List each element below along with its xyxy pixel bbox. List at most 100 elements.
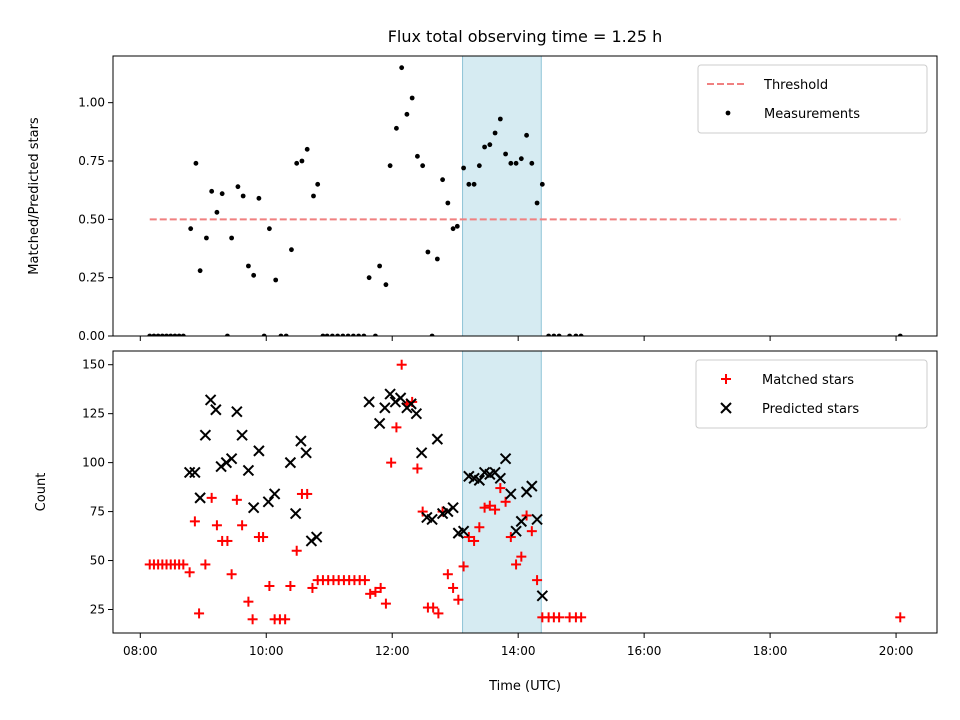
data-point: [291, 545, 302, 556]
data-point: [554, 612, 565, 623]
data-point: [210, 404, 222, 416]
data-point: [505, 488, 517, 500]
data-point: [417, 506, 428, 517]
marker-stroke: [405, 398, 417, 410]
data-point: [521, 510, 532, 521]
data-point: [363, 396, 375, 408]
data-point: [268, 488, 281, 500]
data-point: [320, 333, 326, 336]
data-point: [214, 209, 220, 215]
marker-stroke: [468, 472, 480, 484]
data-point: [240, 193, 246, 199]
data-point: [366, 275, 372, 281]
data-point: [155, 333, 161, 336]
marker-stroke: [231, 406, 243, 418]
marker-stroke: [268, 488, 281, 500]
legend: Matched stars Predicted stars: [695, 359, 928, 429]
marker-stroke: [183, 466, 196, 479]
bottom-panel: 08:00 10:00 12:00 14:00 16:00 18:00 20:00 25 50 7…: [34, 350, 938, 658]
legend-box: [697, 64, 928, 134]
data-point: [494, 472, 507, 484]
data-point: [189, 466, 201, 479]
data-point: [532, 575, 543, 586]
marker-stroke: [426, 513, 438, 526]
data-point: [147, 333, 153, 336]
data-point: [576, 612, 587, 623]
data-point: [184, 567, 195, 578]
series-measurements: [147, 65, 903, 336]
axes-frame: [112, 350, 938, 634]
data-point: [463, 532, 474, 543]
marker-stroke: [457, 525, 470, 537]
x-tick-label: 10:00: [249, 644, 284, 658]
data-point: [211, 520, 222, 531]
data-point: [206, 492, 217, 503]
top-panel: 0.00 0.25 0.50 0.75 1.00 Matched/Predicted st…: [27, 55, 938, 343]
marker-stroke: [463, 470, 475, 483]
data-point: [278, 333, 284, 336]
marker-stroke: [421, 511, 433, 524]
data-point: [409, 95, 415, 101]
data-point: [384, 388, 396, 400]
data-point: [492, 130, 498, 136]
legend-measurement-swatch: [725, 110, 731, 116]
marker-stroke: [526, 480, 538, 492]
marker-stroke: [394, 392, 407, 404]
data-point: [474, 522, 485, 533]
data-point: [235, 184, 241, 190]
data-point: [410, 407, 423, 420]
data-point: [503, 151, 508, 157]
data-point: [261, 333, 267, 336]
y-tick-label: 0.50: [78, 212, 105, 226]
data-point: [412, 463, 423, 474]
data-point: [324, 333, 330, 336]
marker-stroke: [379, 402, 391, 414]
data-point: [457, 525, 470, 537]
data-point: [476, 163, 482, 169]
data-point: [454, 223, 460, 229]
marker-stroke: [225, 453, 238, 465]
data-point: [375, 582, 386, 593]
data-point: [536, 590, 549, 602]
data-point: [379, 402, 391, 414]
data-point: [551, 333, 557, 336]
data-point: [329, 333, 335, 336]
data-point: [431, 433, 444, 445]
data-point: [440, 177, 445, 183]
data-point: [394, 125, 399, 131]
data-point: [204, 394, 217, 406]
y-tick-label: 25: [90, 603, 105, 617]
data-point: [479, 502, 490, 513]
data-point: [193, 160, 199, 166]
legend: Threshold Measurements: [697, 64, 928, 134]
data-point: [226, 569, 237, 580]
highlight-span: [462, 56, 542, 336]
data-point: [225, 453, 238, 465]
data-point: [434, 256, 440, 262]
data-point: [511, 559, 522, 570]
marker-stroke: [384, 388, 396, 400]
y-tick-label: 0.25: [78, 271, 105, 285]
plot-area: [147, 56, 903, 336]
data-point: [340, 333, 346, 336]
axes-frame: [112, 55, 938, 337]
y-tick-label: 1.00: [78, 96, 105, 110]
marker-stroke: [515, 515, 528, 528]
marker-stroke: [189, 466, 201, 479]
data-point: [356, 333, 362, 336]
marker-stroke: [410, 407, 423, 420]
highlight-span: [462, 351, 542, 633]
marker-stroke: [247, 501, 260, 514]
marker-stroke: [253, 445, 265, 457]
data-point: [194, 608, 205, 619]
data-point: [219, 191, 225, 197]
data-point: [283, 333, 289, 336]
data-point: [505, 532, 516, 543]
data-point: [391, 422, 402, 433]
data-point: [180, 333, 186, 336]
y-tick-label: 0.00: [78, 329, 105, 343]
series-matched-stars: [144, 359, 906, 625]
marker-stroke: [204, 394, 217, 406]
marker-stroke: [510, 525, 522, 537]
marker-stroke: [300, 447, 312, 459]
